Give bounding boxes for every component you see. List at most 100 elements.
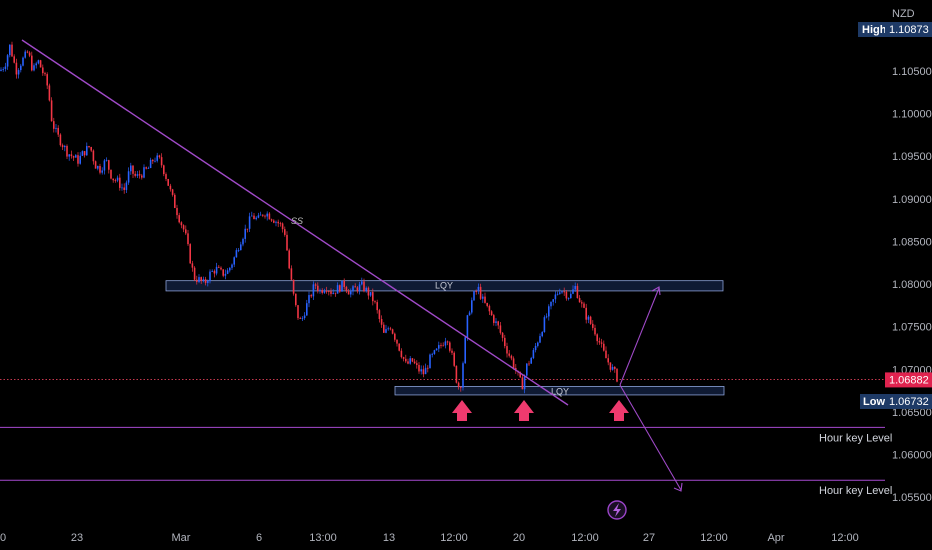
candle-body bbox=[244, 228, 246, 239]
candle-body bbox=[506, 346, 508, 354]
candlestick-series bbox=[0, 41, 618, 394]
candle-body bbox=[99, 165, 101, 173]
last-price-tag: 1.06882 bbox=[885, 372, 932, 388]
candle-body bbox=[310, 295, 312, 297]
candle-body bbox=[174, 194, 176, 208]
candle-body bbox=[61, 145, 64, 148]
candle-body bbox=[354, 286, 356, 288]
candle-body bbox=[416, 363, 418, 365]
candle-body bbox=[488, 305, 491, 312]
candle-body bbox=[66, 145, 68, 157]
candle-body bbox=[292, 279, 295, 294]
candle-body bbox=[257, 215, 260, 218]
candle-body bbox=[143, 167, 145, 178]
candle-body bbox=[255, 217, 257, 220]
candle-body bbox=[308, 295, 310, 304]
candle-body bbox=[88, 146, 90, 148]
candle-body bbox=[592, 323, 594, 328]
candle-body bbox=[611, 366, 614, 370]
arrow-up-icon[interactable] bbox=[609, 400, 629, 421]
candle-body bbox=[367, 287, 370, 296]
candle-body bbox=[413, 361, 416, 364]
candle-body bbox=[554, 294, 557, 300]
candle-body bbox=[37, 60, 40, 64]
time-tick-label: 0 bbox=[0, 532, 6, 544]
candle-body bbox=[119, 177, 121, 188]
arrow-up-icon[interactable] bbox=[514, 400, 534, 421]
hour-key-level-label-2: Hour key Level bbox=[819, 485, 892, 497]
candle-body bbox=[53, 121, 55, 129]
candle-body bbox=[325, 291, 328, 292]
candle-body bbox=[328, 291, 330, 292]
candle-body bbox=[233, 257, 235, 265]
candle-body bbox=[301, 318, 304, 319]
time-scale[interactable]: 0 23 Mar 6 13:00 13 12:00 20 12:00 27 12:00 Apr 12:0… bbox=[0, 532, 859, 544]
arrow-up-icon[interactable] bbox=[452, 400, 472, 421]
candle-body bbox=[567, 298, 570, 299]
price-tick-label: 1.08000 bbox=[892, 279, 932, 291]
candle-body bbox=[385, 329, 387, 333]
candle-body bbox=[237, 250, 240, 251]
candle-body bbox=[110, 169, 112, 179]
liquidity-zone-lower-label: LQY bbox=[551, 386, 569, 396]
candle-body bbox=[479, 286, 482, 299]
candle-body bbox=[519, 372, 521, 378]
time-tick-label: 27 bbox=[643, 532, 655, 544]
candle-body bbox=[306, 303, 308, 316]
candle-body bbox=[603, 343, 605, 351]
hour-key-level-label-1: Hour key Level bbox=[819, 432, 892, 444]
candle-body bbox=[394, 333, 396, 340]
candle-body bbox=[213, 270, 216, 274]
candle-body bbox=[191, 263, 194, 268]
candle-body bbox=[499, 325, 502, 333]
candle-body bbox=[334, 292, 337, 294]
time-tick-label: 12:00 bbox=[440, 532, 468, 544]
candle-body bbox=[154, 160, 156, 162]
candle-body bbox=[290, 268, 293, 280]
candle-body bbox=[532, 350, 535, 359]
candle-body bbox=[15, 62, 18, 75]
liquidity-zone-lower[interactable] bbox=[394, 386, 725, 396]
time-tick-label: 12:00 bbox=[831, 532, 859, 544]
candle-body bbox=[59, 134, 62, 146]
candle-body bbox=[215, 266, 218, 274]
candle-body bbox=[251, 215, 253, 217]
lightning-icon[interactable] bbox=[607, 500, 627, 520]
candle-body bbox=[369, 292, 372, 296]
candle-body bbox=[277, 221, 279, 224]
candle-body bbox=[189, 244, 191, 264]
candle-body bbox=[400, 350, 403, 358]
candle-body bbox=[253, 215, 255, 220]
candle-body bbox=[48, 85, 51, 101]
candle-body bbox=[211, 270, 213, 272]
candle-body bbox=[134, 173, 136, 176]
candle-body bbox=[361, 281, 363, 285]
candle-body bbox=[442, 345, 444, 347]
candle-body bbox=[396, 339, 398, 344]
candle-body bbox=[77, 155, 79, 164]
candle-body bbox=[127, 171, 130, 183]
candle-body bbox=[473, 291, 475, 301]
candle-body bbox=[433, 350, 436, 354]
candle-body bbox=[497, 321, 499, 326]
candle-body bbox=[75, 155, 77, 158]
candle-body bbox=[420, 369, 422, 372]
candle-body bbox=[141, 175, 143, 178]
price-scale[interactable]: NZD 1.10500 1.10000 1.09500 1.09000 1.08500 1… bbox=[892, 8, 932, 504]
candle-body bbox=[123, 187, 125, 190]
candle-body bbox=[125, 182, 128, 190]
downtrend-line[interactable] bbox=[21, 39, 569, 406]
candle-body bbox=[204, 279, 207, 283]
candle-body bbox=[398, 343, 400, 351]
candle-body bbox=[435, 348, 438, 351]
candle-body bbox=[286, 234, 288, 251]
candle-body bbox=[429, 354, 431, 369]
candle-body bbox=[563, 291, 565, 293]
candle-body bbox=[44, 73, 46, 75]
liquidity-zone-upper[interactable] bbox=[165, 280, 724, 292]
time-tick-label: 12:00 bbox=[571, 532, 599, 544]
candle-body bbox=[57, 127, 59, 135]
candle-body bbox=[541, 332, 543, 337]
candle-body bbox=[284, 229, 286, 235]
